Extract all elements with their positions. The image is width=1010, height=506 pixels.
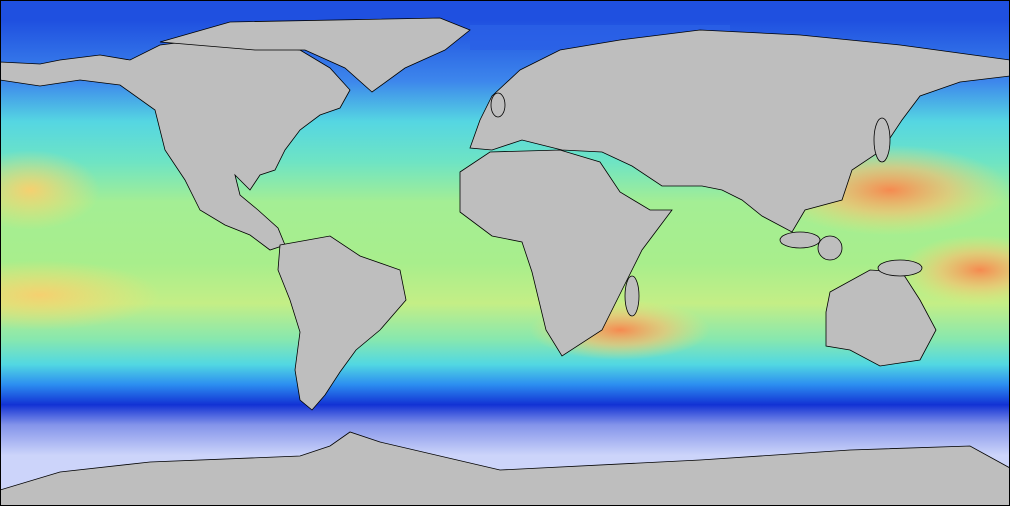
continents bbox=[0, 17, 1010, 506]
island bbox=[817, 235, 843, 261]
south-america bbox=[277, 235, 407, 411]
warm-region bbox=[0, 150, 100, 230]
island bbox=[779, 231, 821, 249]
island bbox=[877, 259, 923, 277]
greenland bbox=[159, 17, 471, 93]
warm-region bbox=[0, 260, 160, 330]
island bbox=[490, 92, 506, 118]
africa bbox=[459, 149, 673, 357]
eurasia bbox=[469, 29, 1010, 233]
antarctica bbox=[0, 431, 1010, 506]
island bbox=[873, 117, 891, 163]
warm-region bbox=[900, 235, 1010, 305]
madagascar bbox=[624, 275, 640, 317]
